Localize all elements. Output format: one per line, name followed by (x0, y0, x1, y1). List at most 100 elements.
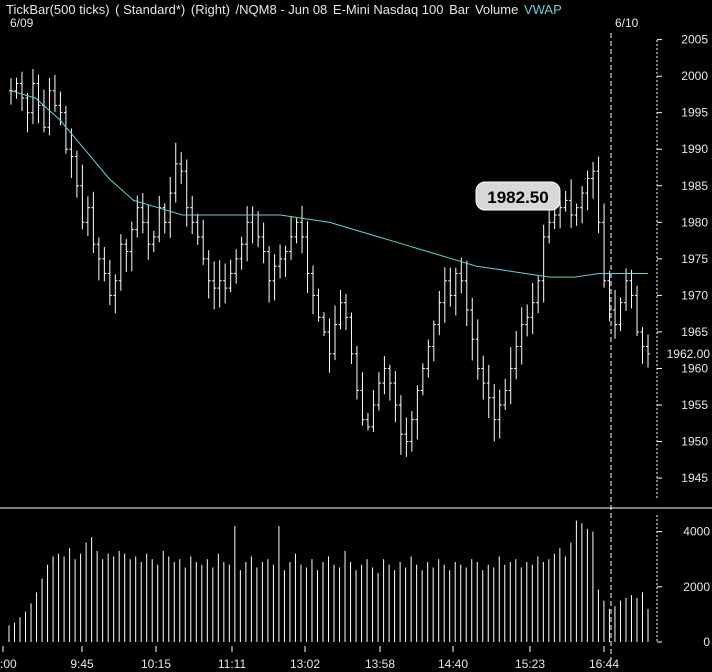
price-bar (206, 250, 211, 299)
price-bar (135, 195, 140, 238)
price-bar (536, 276, 541, 314)
price-bar (41, 89, 46, 133)
price-bar (404, 417, 409, 457)
price-bar (475, 319, 480, 380)
price-bar (525, 304, 530, 337)
price-bar (580, 186, 585, 224)
price-bar (245, 206, 250, 262)
price-bar (140, 193, 145, 234)
price-bar (30, 69, 35, 124)
price-bar (541, 224, 546, 303)
price-bar (289, 216, 294, 261)
price-bar (102, 247, 107, 282)
price-bar (96, 237, 101, 281)
price-tick-label: 1975 (681, 252, 708, 266)
template-label[interactable]: ( Standard*) (115, 2, 186, 17)
price-bar (239, 236, 244, 270)
time-tick-label: 11:11 (218, 657, 247, 671)
price-bar (168, 176, 173, 238)
price-bar (431, 320, 436, 362)
price-tick-label: 1995 (681, 106, 708, 120)
price-bar (409, 411, 414, 452)
date-label-end: 6/10 (615, 16, 639, 30)
price-bar (327, 318, 332, 373)
time-tick-label: 13:02 (290, 657, 320, 671)
price-bar (74, 150, 79, 198)
price-bar (91, 191, 96, 254)
price-bar (58, 91, 63, 126)
price-bar (228, 259, 233, 293)
price-bar (585, 170, 590, 211)
price-bar (629, 269, 634, 309)
price-bar (36, 74, 41, 124)
price-bar (569, 179, 574, 229)
date-label-start: 6/09 (10, 16, 34, 30)
time-tick-label: 9:45 (70, 657, 94, 671)
price-bar (393, 371, 398, 423)
time-tick-label: 10:15 (141, 657, 171, 671)
time-tick-label: 15:23 (515, 657, 545, 671)
volume-study-label[interactable]: Volume (474, 2, 519, 17)
price-bar (607, 270, 612, 322)
price-bar (195, 213, 200, 245)
price-bar (360, 372, 365, 426)
price-bar (107, 259, 112, 306)
price-bar (613, 290, 618, 339)
price-bar (184, 159, 189, 227)
price-bar (508, 347, 513, 405)
price-bar (486, 365, 491, 419)
scale-side-label[interactable]: (Right) (190, 2, 230, 17)
price-bar (640, 327, 645, 364)
price-bar (25, 92, 30, 133)
price-bar (332, 305, 337, 361)
volume-tick-label: 4000 (683, 525, 710, 539)
time-tick-label: 13:58 (365, 657, 395, 671)
price-bar (618, 297, 623, 332)
price-bar (261, 222, 266, 264)
price-bar (354, 345, 359, 400)
price-bar (162, 203, 167, 234)
price-tick-label: 1945 (681, 471, 708, 485)
price-bar (481, 355, 486, 400)
price-bar (376, 372, 381, 411)
price-bar (201, 219, 206, 265)
time-tick-label: 14:40 (438, 657, 468, 671)
price-bar (519, 307, 524, 365)
price-callout-label: 1982.50 (487, 188, 548, 207)
price-tick-label: 2005 (681, 33, 708, 47)
study-label[interactable]: TickBar(500 ticks) (6, 2, 110, 17)
price-bar (398, 395, 403, 455)
price-tick-label: 1970 (681, 288, 708, 302)
price-bar (338, 290, 343, 330)
price-tick-label: 2000 (681, 69, 708, 83)
price-bar (547, 206, 552, 244)
price-callout-box (475, 181, 561, 211)
price-bar (426, 339, 431, 378)
volume-tick-label: 0 (703, 635, 710, 649)
price-bar (316, 288, 321, 322)
time-tick-label: 16:44 (589, 657, 619, 671)
vwap-study-label[interactable]: VWAP (523, 2, 562, 17)
price-bar (300, 205, 305, 254)
price-bar (503, 378, 508, 411)
price-bar (63, 105, 68, 154)
price-bar (453, 267, 458, 316)
price-bar (448, 267, 453, 307)
symbol-label[interactable]: /NQM8 - Jun 08 (235, 2, 328, 17)
price-bar (278, 244, 283, 279)
price-bar (14, 77, 19, 99)
price-bar (514, 330, 519, 380)
price-bar (349, 312, 354, 364)
price-bar (124, 239, 129, 273)
price-bar (113, 274, 118, 314)
price-bar (179, 152, 184, 184)
price-bar (267, 246, 272, 303)
price-bar (646, 334, 650, 368)
price-bar (420, 363, 425, 396)
price-bar (217, 260, 222, 308)
price-bar (574, 203, 579, 226)
style-label[interactable]: Bar (449, 2, 470, 17)
price-bar (470, 297, 475, 361)
price-bar (129, 221, 134, 272)
